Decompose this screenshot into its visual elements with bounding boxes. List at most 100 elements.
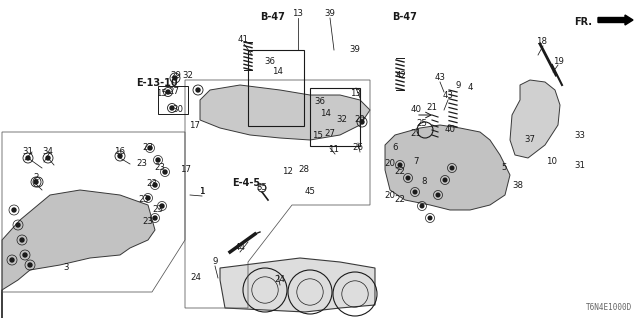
Polygon shape	[510, 80, 560, 158]
Circle shape	[10, 258, 14, 262]
Circle shape	[160, 204, 164, 208]
Text: 23: 23	[136, 159, 147, 169]
Text: 12: 12	[282, 167, 294, 177]
Text: 29: 29	[171, 70, 181, 79]
Text: 39: 39	[324, 10, 335, 19]
Text: 13: 13	[351, 90, 362, 99]
Text: 2: 2	[33, 173, 39, 182]
Text: 21: 21	[410, 130, 422, 139]
Text: 18: 18	[536, 37, 547, 46]
Text: 43: 43	[442, 92, 454, 100]
Circle shape	[34, 180, 38, 184]
Text: 7: 7	[413, 157, 419, 166]
Text: 1: 1	[199, 188, 205, 196]
Text: 21: 21	[426, 103, 438, 113]
Text: 24: 24	[191, 274, 202, 283]
Text: 9: 9	[455, 82, 461, 91]
Text: 31: 31	[22, 148, 33, 156]
Polygon shape	[200, 85, 370, 140]
Text: 26: 26	[353, 143, 364, 153]
Text: 42: 42	[396, 70, 406, 79]
Bar	[248, 50, 304, 126]
Text: 19: 19	[552, 58, 563, 67]
Text: 39: 39	[349, 45, 360, 54]
FancyArrow shape	[598, 15, 633, 25]
Circle shape	[26, 156, 30, 160]
Text: 5: 5	[501, 164, 507, 172]
Text: 27: 27	[324, 130, 335, 139]
Text: 4: 4	[467, 84, 473, 92]
Text: 36: 36	[264, 58, 275, 67]
Circle shape	[23, 253, 27, 257]
Text: 40: 40	[445, 125, 456, 134]
Text: E-4-5: E-4-5	[232, 178, 260, 188]
Circle shape	[196, 88, 200, 92]
Circle shape	[406, 176, 410, 180]
Circle shape	[413, 190, 417, 194]
Text: 31: 31	[575, 162, 586, 171]
Text: B-47: B-47	[392, 12, 417, 22]
Text: 38: 38	[513, 181, 524, 190]
Circle shape	[163, 170, 167, 174]
Text: 17: 17	[180, 165, 191, 174]
Circle shape	[12, 208, 16, 212]
Text: 33: 33	[575, 132, 586, 140]
Text: 8: 8	[421, 178, 427, 187]
Text: 35: 35	[257, 183, 268, 193]
Polygon shape	[220, 258, 375, 312]
Text: 43: 43	[435, 74, 445, 83]
Text: 34: 34	[42, 148, 54, 156]
Text: 23: 23	[138, 196, 150, 204]
Polygon shape	[385, 125, 510, 210]
Text: 44: 44	[234, 244, 246, 252]
Text: 23: 23	[147, 180, 157, 188]
Text: 28: 28	[298, 165, 310, 174]
Text: 30: 30	[173, 106, 184, 115]
Circle shape	[360, 120, 364, 124]
Circle shape	[153, 216, 157, 220]
Text: 27: 27	[168, 87, 179, 97]
Text: 14: 14	[273, 68, 284, 76]
Text: 11: 11	[328, 146, 339, 155]
Circle shape	[20, 238, 24, 242]
Circle shape	[166, 90, 170, 94]
Text: 41: 41	[237, 36, 248, 44]
Text: 37: 37	[525, 135, 536, 145]
Text: 36: 36	[314, 98, 326, 107]
Text: 23: 23	[154, 164, 166, 172]
Circle shape	[153, 183, 157, 187]
Circle shape	[118, 154, 122, 158]
Circle shape	[46, 156, 50, 160]
Text: 13: 13	[292, 10, 303, 19]
Circle shape	[398, 163, 402, 167]
Text: 24: 24	[275, 276, 285, 284]
Text: 22: 22	[394, 167, 406, 177]
Text: 20: 20	[385, 191, 396, 201]
Text: 23: 23	[143, 143, 154, 153]
Circle shape	[170, 106, 174, 110]
Text: FR.: FR.	[574, 17, 592, 27]
Circle shape	[428, 216, 432, 220]
Circle shape	[28, 263, 32, 267]
Text: 17: 17	[189, 121, 200, 130]
Text: 6: 6	[392, 143, 397, 153]
Text: 29: 29	[355, 116, 365, 124]
Text: 14: 14	[321, 109, 332, 118]
Circle shape	[450, 166, 454, 170]
Text: B-47: B-47	[260, 12, 285, 22]
Text: 1: 1	[199, 188, 205, 196]
Circle shape	[148, 146, 152, 150]
Circle shape	[146, 196, 150, 200]
Circle shape	[156, 158, 160, 162]
Text: 45: 45	[305, 188, 316, 196]
Text: E-13-10: E-13-10	[136, 78, 178, 88]
Bar	[310, 88, 360, 146]
Text: 10: 10	[547, 157, 557, 166]
Text: 9: 9	[212, 258, 218, 267]
Text: 23: 23	[143, 218, 154, 227]
Circle shape	[443, 178, 447, 182]
Text: 32: 32	[182, 70, 193, 79]
Text: 16: 16	[115, 148, 125, 156]
Text: T6N4E1000D: T6N4E1000D	[586, 303, 632, 312]
Circle shape	[16, 223, 20, 227]
